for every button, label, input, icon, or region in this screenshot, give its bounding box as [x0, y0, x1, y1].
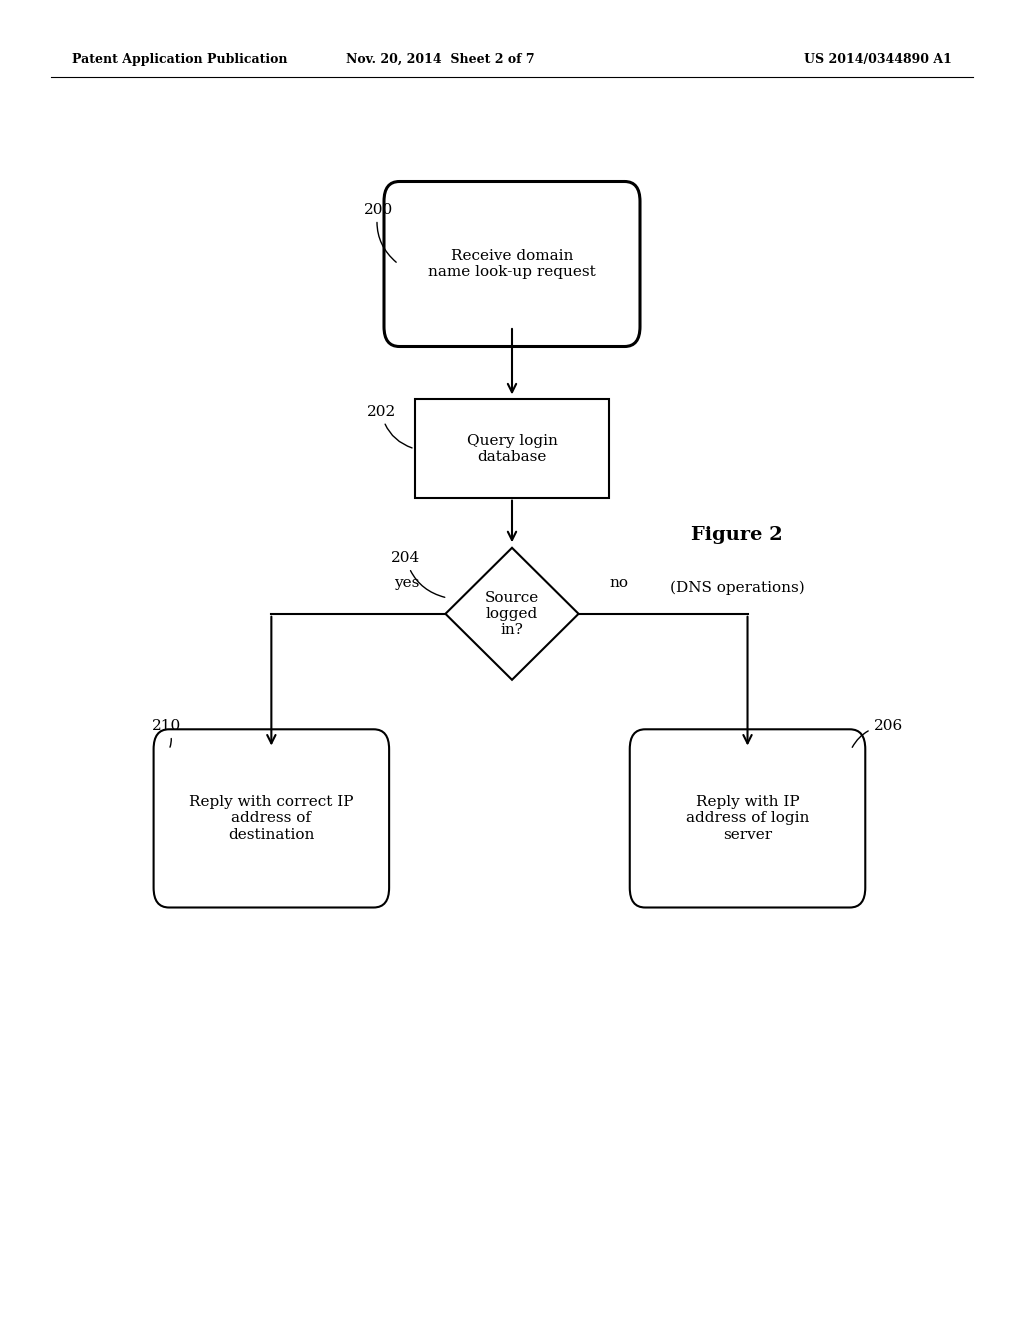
Text: 210: 210 — [152, 719, 181, 747]
Text: 204: 204 — [391, 552, 444, 598]
FancyBboxPatch shape — [630, 729, 865, 908]
Text: US 2014/0344890 A1: US 2014/0344890 A1 — [805, 53, 952, 66]
Text: Nov. 20, 2014  Sheet 2 of 7: Nov. 20, 2014 Sheet 2 of 7 — [346, 53, 535, 66]
Text: Source
logged
in?: Source logged in? — [485, 590, 539, 638]
Text: Reply with IP
address of login
server: Reply with IP address of login server — [686, 795, 809, 842]
Text: Patent Application Publication: Patent Application Publication — [72, 53, 287, 66]
Polygon shape — [445, 548, 579, 680]
Text: no: no — [609, 576, 629, 590]
Text: (DNS operations): (DNS operations) — [670, 581, 805, 594]
Text: Figure 2: Figure 2 — [691, 525, 783, 544]
Text: Receive domain
name look-up request: Receive domain name look-up request — [428, 249, 596, 279]
Text: 202: 202 — [367, 405, 412, 447]
Text: Query login
database: Query login database — [467, 434, 557, 463]
Text: 200: 200 — [364, 203, 396, 263]
FancyBboxPatch shape — [384, 181, 640, 346]
Text: yes: yes — [394, 576, 420, 590]
Bar — [415, 399, 609, 498]
FancyBboxPatch shape — [154, 729, 389, 908]
Text: 206: 206 — [852, 719, 903, 747]
Text: Reply with correct IP
address of
destination: Reply with correct IP address of destina… — [189, 795, 353, 842]
